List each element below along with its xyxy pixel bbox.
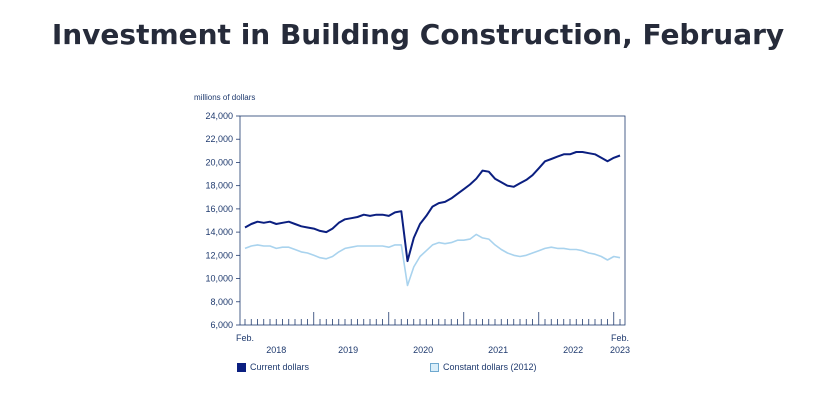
y-tick-label: 24,000 [205,111,233,121]
y-tick-label: 6,000 [210,320,233,330]
y-axis-label: millions of dollars [194,93,256,102]
legend-label-constant: Constant dollars (2012) [443,362,537,372]
legend-label-current: Current dollars [250,362,310,372]
legend-swatch-current [237,362,246,372]
y-tick-label: 12,000 [205,250,233,260]
y-tick-label: 18,000 [205,181,233,191]
x-year-label: 2020 [413,345,433,355]
x-start-label: Feb. [236,333,254,343]
page-title: Investment in Building Construction, Feb… [51,18,785,51]
legend-item-current: Current dollars [237,362,309,372]
x-year-label: 2018 [266,345,286,355]
y-tick-label: 8,000 [210,297,233,307]
x-year-label: 2023 [610,345,630,355]
x-axis-ticks: 2018 2019 2020 2021 2022 2023 [244,312,630,355]
x-year-label: 2019 [338,345,358,355]
legend-swatch-constant [430,362,439,372]
y-tick-label: 20,000 [205,157,233,167]
y-tick-label: 16,000 [205,204,233,214]
legend-item-constant: Constant dollars (2012) [430,362,537,372]
plot-area [239,115,626,326]
series-lines [244,151,621,287]
x-year-label: 2021 [488,345,508,355]
x-year-label: 2022 [563,345,583,355]
y-tick-label: 10,000 [205,274,233,284]
y-tick-label: 22,000 [205,134,233,144]
series-line-constant-dollars [244,233,621,287]
y-axis-ticks: 6,000 8,000 10,000 12,000 14,000 16,000 18,000… [205,111,240,330]
y-tick-label: 14,000 [205,227,233,237]
x-end-label: Feb. [611,333,629,343]
series-line-current-dollars [244,151,621,263]
